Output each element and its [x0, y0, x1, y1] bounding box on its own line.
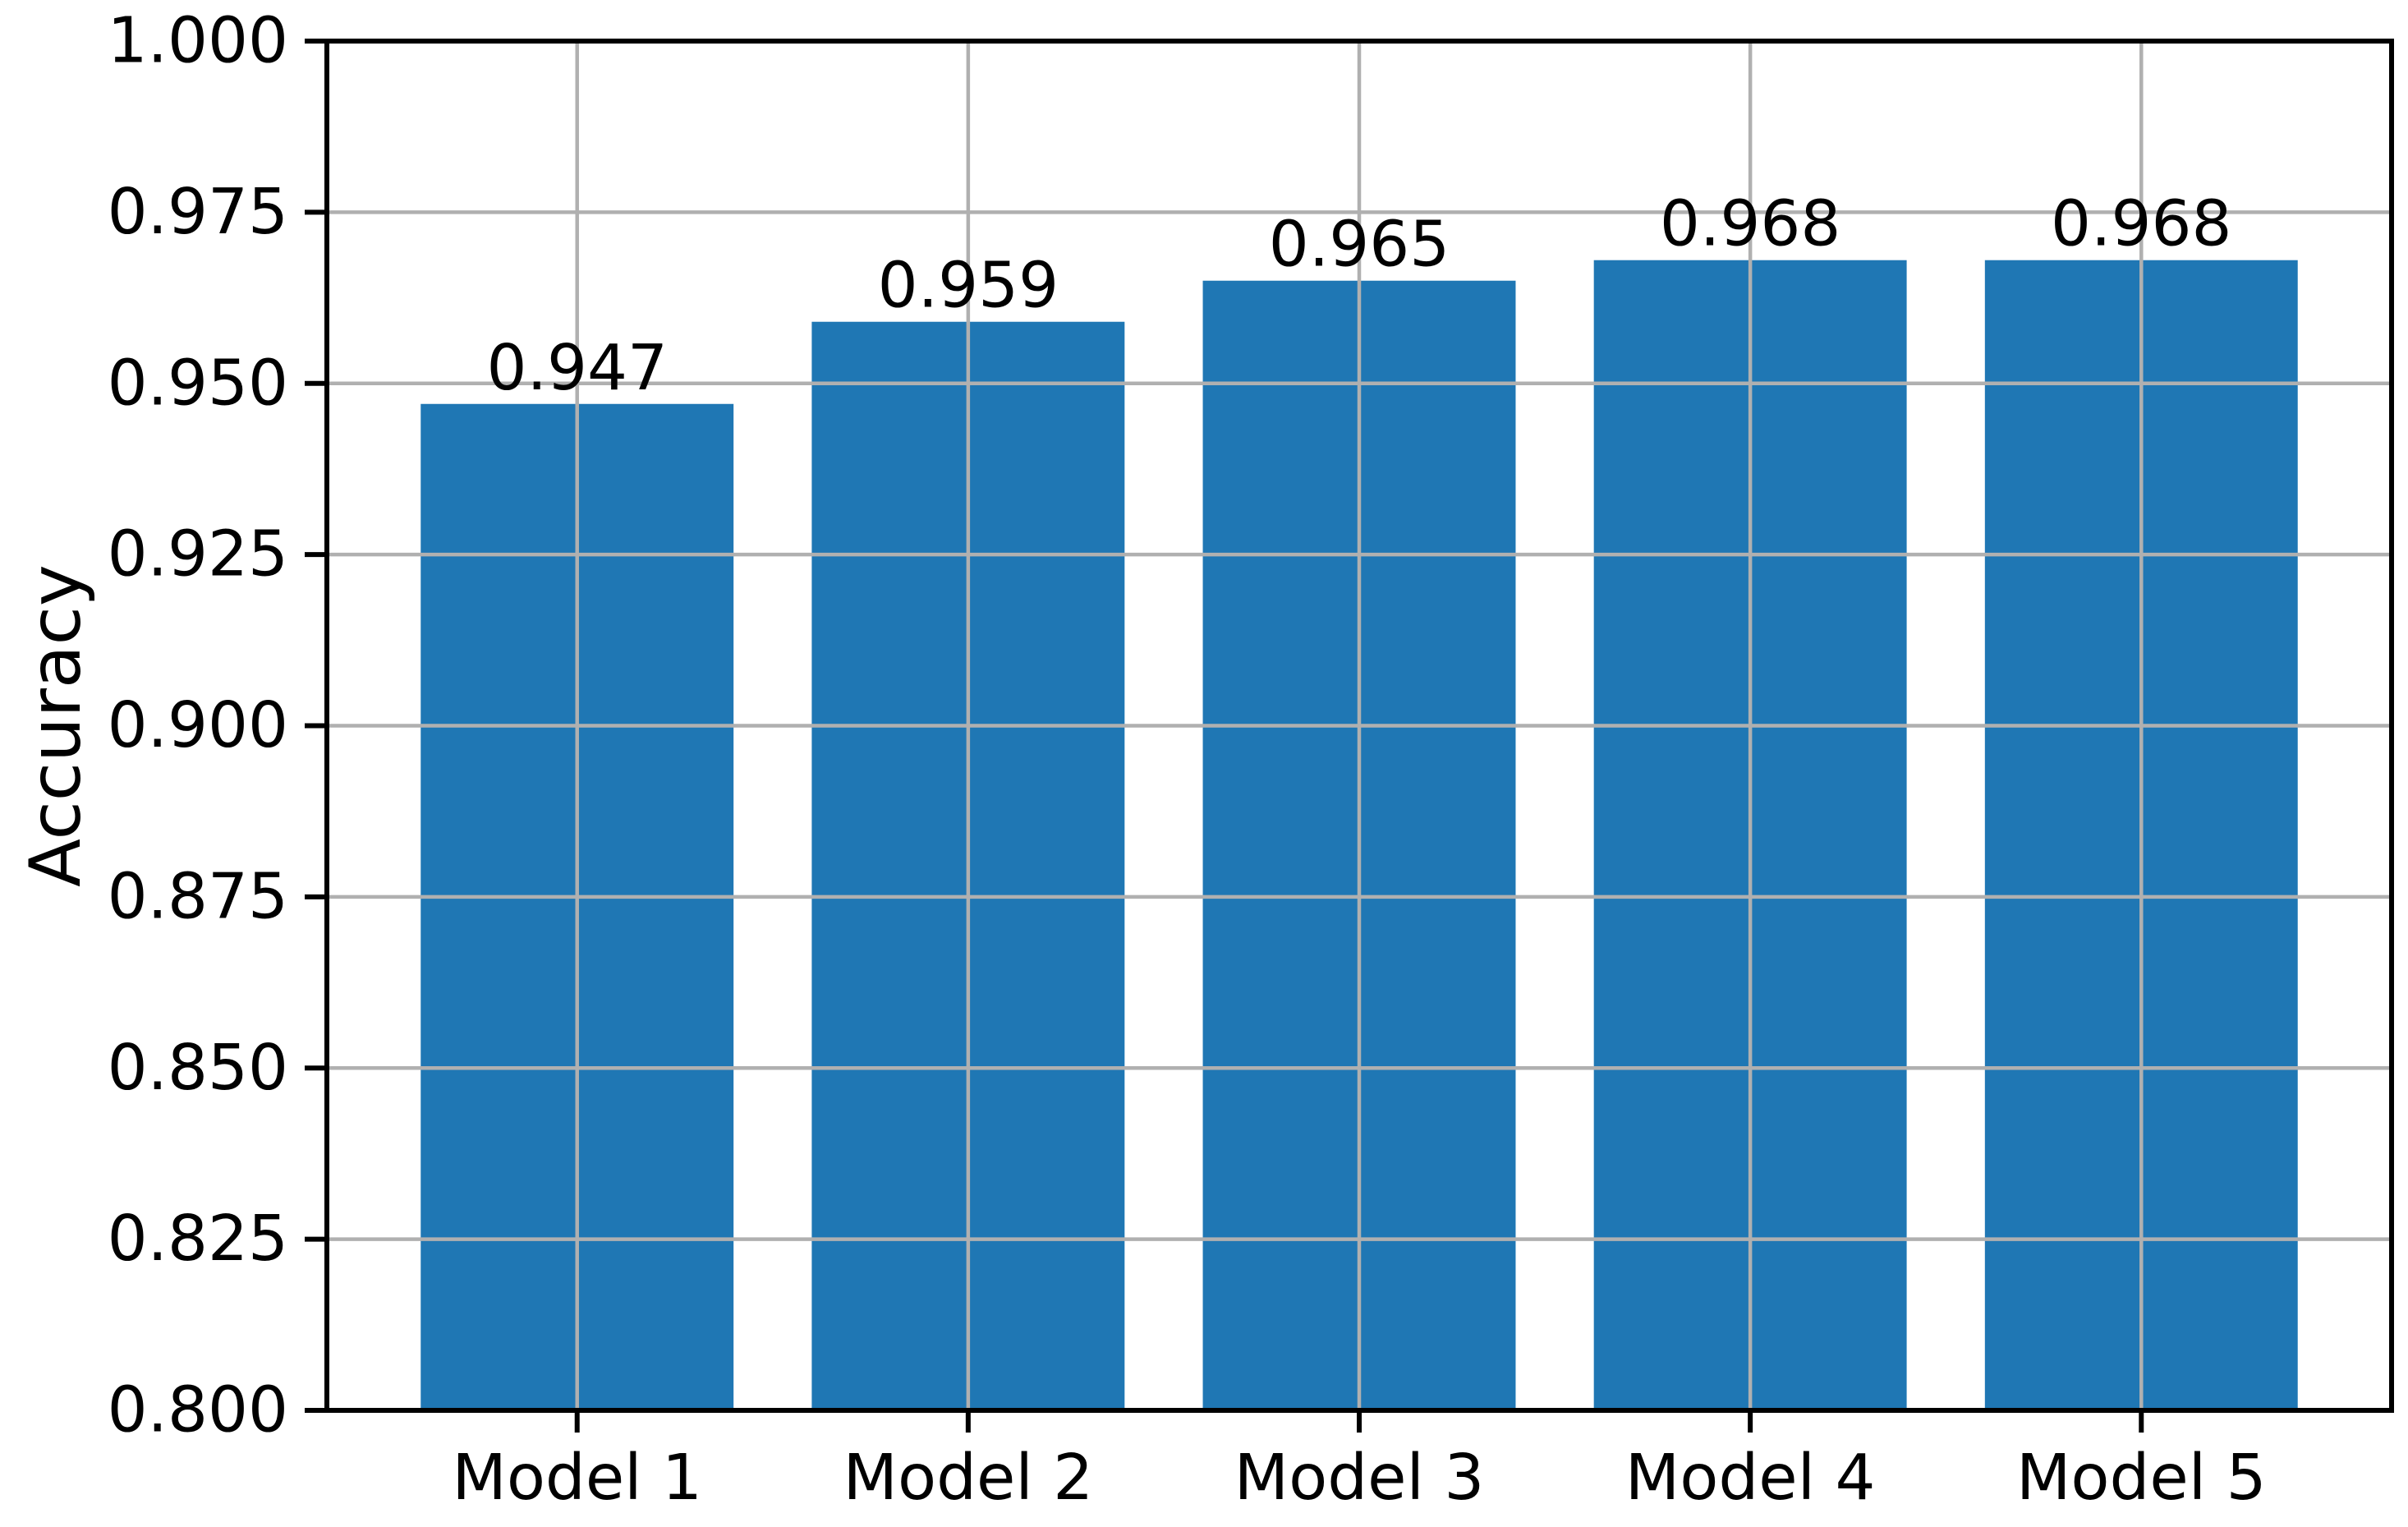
y-tick-label: 0.975 [108, 176, 288, 249]
x-tick-label: Model 2 [843, 1442, 1094, 1515]
y-tick-label: 0.825 [108, 1203, 288, 1276]
y-tick-label: 0.925 [108, 518, 288, 591]
bar-value-label: 0.965 [1269, 209, 1450, 282]
x-tick-label: Model 1 [452, 1442, 702, 1515]
y-tick-label: 1.000 [108, 5, 288, 78]
bar-value-label: 0.959 [878, 250, 1059, 323]
bar-value-label: 0.968 [1660, 188, 1840, 261]
y-tick-label: 0.850 [108, 1032, 288, 1105]
y-tick-label: 0.900 [108, 689, 288, 762]
x-tick-label: Model 4 [1625, 1442, 1876, 1515]
y-axis-title: Accuracy [15, 564, 97, 887]
x-tick-label: Model 5 [2016, 1442, 2267, 1515]
x-tick-label: Model 3 [1234, 1442, 1485, 1515]
y-tick-label: 0.875 [108, 860, 288, 933]
y-tick-label: 0.800 [108, 1374, 288, 1447]
y-tick-label: 0.950 [108, 347, 288, 420]
bar-value-label: 0.947 [487, 332, 668, 405]
bar-value-label: 0.968 [2051, 188, 2231, 261]
